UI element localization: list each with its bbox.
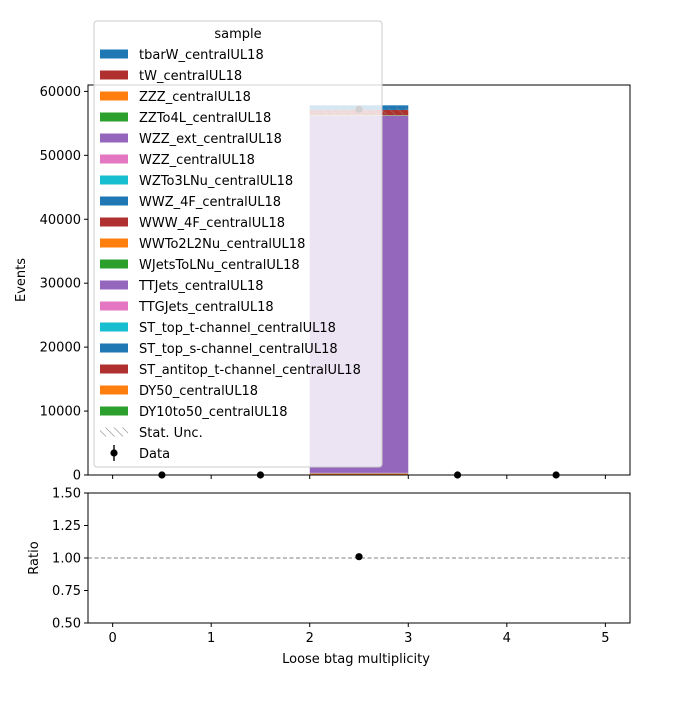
x-tick-label: 3 — [404, 631, 412, 646]
legend-label: WWW_4F_centralUL18 — [139, 216, 285, 231]
legend-label: ZZTo4L_centralUL18 — [139, 111, 271, 126]
ratio-point — [355, 553, 362, 560]
legend-swatch — [100, 281, 128, 290]
legend-swatch — [100, 113, 128, 122]
legend-swatch — [100, 218, 128, 227]
legend-label: ST_top_t-channel_centralUL18 — [139, 321, 336, 336]
legend-swatch-hatch — [100, 428, 128, 437]
legend-label: Stat. Unc. — [139, 426, 203, 441]
legend-label: WJetsToLNu_centralUL18 — [139, 258, 300, 273]
y-tick-label-main: 60000 — [40, 85, 81, 100]
y-tick-label-main: 30000 — [40, 277, 81, 292]
legend-swatch — [100, 71, 128, 80]
stack-bar — [310, 474, 409, 475]
legend-swatch — [100, 365, 128, 374]
y-tick-label-main: 0 — [73, 469, 81, 484]
legend: sample tbarW_centralUL18 tW_centralUL18 ZZZ… — [94, 21, 382, 467]
y-tick-label-main: 20000 — [40, 341, 81, 356]
legend-label: Data — [139, 447, 170, 462]
y-tick-label-main: 50000 — [40, 149, 81, 164]
legend-title: sample — [214, 27, 261, 42]
legend-swatch — [100, 302, 128, 311]
legend-swatch — [100, 239, 128, 248]
y-tick-label-ratio: 0.50 — [52, 617, 81, 632]
legend-swatch — [100, 386, 128, 395]
y-axis-label-ratio: Ratio — [27, 541, 42, 574]
legend-swatch — [100, 344, 128, 353]
legend-label: tW_centralUL18 — [139, 69, 242, 84]
legend-label: tbarW_centralUL18 — [139, 48, 264, 63]
y-tick-label-ratio: 0.75 — [52, 584, 81, 599]
legend-swatch — [100, 407, 128, 416]
legend-swatch — [100, 155, 128, 164]
legend-swatch — [100, 323, 128, 332]
legend-swatch — [100, 176, 128, 185]
x-tick-label: 5 — [601, 631, 609, 646]
legend-swatch — [100, 92, 128, 101]
y-tick-label-ratio: 1.00 — [52, 552, 81, 567]
y-axis-label-main: Events — [14, 258, 29, 302]
legend-label: ST_top_s-channel_centralUL18 — [139, 342, 338, 357]
y-tick-label-ratio: 1.50 — [52, 487, 81, 502]
legend-label: WZZ_centralUL18 — [139, 153, 255, 168]
legend-label: DY50_centralUL18 — [139, 384, 258, 399]
x-tick-label: 4 — [503, 631, 511, 646]
ratio-panel: 0.50 0.75 1.00 1.25 1.50 0 1 2 3 4 5 — [52, 487, 630, 647]
legend-swatch — [100, 134, 128, 143]
legend-label: TTJets_centralUL18 — [138, 279, 264, 294]
x-axis-label: Loose btag multiplicity — [282, 652, 430, 667]
x-tick-label: 1 — [207, 631, 215, 646]
x-tick-label: 0 — [108, 631, 116, 646]
legend-label: WZZ_ext_centralUL18 — [139, 132, 282, 147]
legend-label: WWZ_4F_centralUL18 — [139, 195, 281, 210]
y-tick-label-main: 40000 — [40, 213, 81, 228]
legend-marker — [110, 449, 117, 456]
y-tick-label-ratio: 1.25 — [52, 519, 81, 534]
legend-swatch — [100, 260, 128, 269]
legend-swatch — [100, 197, 128, 206]
x-tick-label: 2 — [306, 631, 314, 646]
legend-label: DY10to50_centralUL18 — [139, 405, 288, 420]
legend-label: ZZZ_centralUL18 — [139, 90, 251, 105]
legend-swatch — [100, 50, 128, 59]
legend-label: WWTo2L2Nu_centralUL18 — [139, 237, 305, 252]
y-tick-label-main: 10000 — [40, 405, 81, 420]
legend-label: TTGJets_centralUL18 — [138, 300, 274, 315]
legend-label: WZTo3LNu_centralUL18 — [139, 174, 293, 189]
legend-label: ST_antitop_t-channel_centralUL18 — [139, 363, 361, 378]
